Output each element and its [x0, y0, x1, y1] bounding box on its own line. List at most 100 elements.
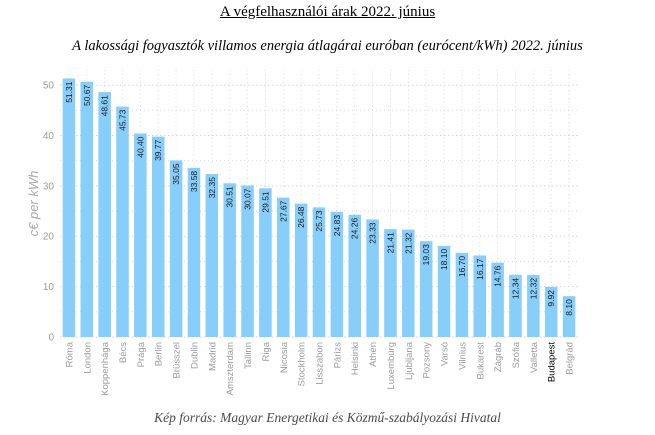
- bar: [134, 133, 147, 337]
- x-category-label: Berlin: [154, 342, 165, 366]
- bar-value-label: 26.48: [296, 206, 306, 228]
- x-category-label: Bécs: [118, 342, 129, 363]
- x-category-label: Prága: [136, 341, 147, 367]
- bar-value-label: 21.32: [403, 232, 413, 254]
- x-category-label: Bukarest: [475, 342, 486, 380]
- bar: [366, 219, 379, 337]
- image-source-caption: Kép forrás: Magyar Energetikai és Közmű-…: [154, 410, 501, 425]
- bar: [241, 185, 254, 337]
- bar: [455, 252, 469, 337]
- x-category-label: Brüsszel: [172, 342, 183, 378]
- x-category-label: Ljubljana: [404, 341, 415, 380]
- x-category-label: Nicosia: [279, 341, 290, 373]
- bar-value-label: 8.10: [564, 299, 574, 316]
- bar: [312, 207, 326, 337]
- page-title: A végfelhasználói árak 2022. június: [219, 4, 436, 20]
- x-category-label: Tallinn: [243, 342, 254, 369]
- bar: [527, 274, 540, 337]
- bar: [116, 106, 129, 338]
- y-tick-label: 20: [43, 232, 55, 243]
- bar: [419, 241, 433, 337]
- bar: [348, 214, 361, 337]
- bar-value-label: 32.35: [207, 177, 217, 199]
- x-category-label: Vilnius: [457, 342, 468, 370]
- bar: [205, 174, 219, 337]
- bar-value-label: 14.76: [493, 265, 503, 287]
- bar-value-label: 51.31: [64, 81, 74, 103]
- chart-subtitle: A lakossági fogyasztók villamos energia …: [72, 38, 583, 54]
- bar: [277, 197, 290, 337]
- y-tick-label: 40: [43, 131, 55, 142]
- bar: [62, 78, 76, 338]
- bar: [187, 167, 201, 337]
- bar-layer: [62, 78, 576, 338]
- bar-value-label: 16.70: [457, 256, 467, 278]
- bar-value-label: 30.51: [225, 186, 235, 208]
- bar-value-label: 18.10: [439, 249, 449, 271]
- y-tick-label: 0: [48, 333, 54, 344]
- x-category-label: Dublin: [189, 342, 200, 369]
- x-category-label: Athén: [368, 342, 379, 367]
- bar-value-label: 29.51: [260, 191, 270, 213]
- x-category-label: Lisszabon: [315, 342, 326, 385]
- bar-value-label: 16.17: [475, 258, 485, 280]
- bar: [402, 229, 415, 337]
- bar-value-label: 50.67: [82, 84, 92, 106]
- x-category-label: Pozsony: [422, 342, 433, 379]
- bar: [80, 81, 94, 338]
- bar: [330, 211, 344, 337]
- x-category-label: Amszterdam: [225, 342, 236, 395]
- y-tick-label: 50: [43, 81, 55, 92]
- x-category-label: Szófia: [511, 341, 522, 368]
- bar: [544, 287, 558, 337]
- bar: [98, 92, 111, 337]
- bar-value-label: 30.07: [243, 188, 253, 210]
- x-category-label: London: [82, 342, 93, 374]
- bar-value-label: 23.33: [368, 222, 378, 244]
- y-axis-label: c€ per kWh: [26, 171, 41, 237]
- x-category-label: Zágráb: [493, 342, 504, 372]
- bar: [294, 203, 308, 337]
- label-layer: 0 10 20 30 40 50 51.31 Róma 50.67 London 48.61 Kopp…: [43, 81, 576, 396]
- bar-value-label: 25.73: [314, 210, 324, 232]
- x-category-label: Róma: [64, 341, 75, 367]
- bar-value-label: 19.03: [421, 244, 431, 266]
- bar-value-label: 45.73: [118, 109, 128, 131]
- bar-value-label: 48.61: [100, 95, 110, 117]
- x-category-label: Párizs: [332, 342, 343, 369]
- bar-value-label: 9.92: [546, 290, 556, 307]
- x-category-label: Madrid: [207, 342, 218, 371]
- bar-value-label: 24.26: [350, 218, 360, 240]
- y-tick-label: 30: [43, 181, 55, 192]
- x-category-label: Helsinki: [350, 342, 361, 375]
- x-category-label: Valletta: [529, 341, 540, 373]
- x-category-label: Belgrád: [565, 342, 576, 375]
- bar-value-label: 33.58: [189, 171, 199, 193]
- bar: [473, 255, 487, 337]
- bar-value-label: 39.77: [153, 139, 163, 161]
- y-tick-label: 10: [43, 282, 55, 293]
- bar-value-label: 24.83: [332, 215, 342, 237]
- bar-chart: 0 10 20 30 40 50 51.31 Róma 50.67 London 48.61 Kopp…: [26, 70, 578, 396]
- bar: [509, 274, 522, 337]
- x-category-label: Luxemburg: [386, 342, 397, 390]
- x-category-label: Varsó: [440, 342, 451, 366]
- x-category-label: Stockholm: [297, 342, 308, 386]
- bar: [562, 296, 576, 337]
- x-category-label: Koppenhága: [100, 341, 111, 396]
- x-category-label: Budapest: [547, 342, 558, 383]
- bar-value-label: 12.34: [510, 278, 520, 300]
- bar-value-label: 21.41: [385, 232, 395, 254]
- bar-value-label: 40.40: [135, 136, 145, 158]
- x-category-label: Riga: [261, 341, 272, 361]
- bar: [384, 229, 397, 337]
- bar: [169, 160, 183, 337]
- bar-value-label: 35.05: [171, 163, 181, 185]
- bar: [259, 188, 272, 337]
- bar: [223, 183, 236, 337]
- bar: [151, 136, 165, 337]
- bar: [437, 245, 451, 337]
- bar: [491, 262, 504, 337]
- bar-value-label: 12.32: [528, 278, 538, 300]
- bar-value-label: 27.67: [278, 200, 288, 222]
